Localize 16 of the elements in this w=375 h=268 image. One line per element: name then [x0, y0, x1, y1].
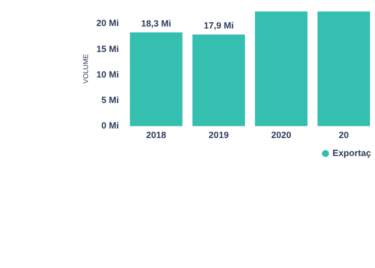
x-tick-label: 2019: [208, 130, 229, 140]
data-label: 17,9 Mi: [204, 20, 234, 30]
y-tick-label: 10 Mi: [96, 69, 119, 80]
legend-label: Exportaç: [332, 148, 371, 158]
x-tick-label: 20: [338, 130, 349, 140]
y-tick-label: 15 Mi: [96, 44, 119, 54]
x-tick-label: 2018: [146, 130, 166, 140]
bar: [254, 11, 308, 126]
y-tick-label: 5 Mi: [101, 95, 119, 106]
x-tick-label: 2020: [271, 130, 292, 140]
y-tick-label: 0 Mi: [101, 120, 119, 131]
data-label: 18,3 Mi: [141, 18, 172, 28]
bar: [130, 32, 182, 126]
bar: [317, 11, 370, 126]
bar: [192, 34, 245, 126]
y-tick-label: 20 Mi: [96, 18, 119, 28]
